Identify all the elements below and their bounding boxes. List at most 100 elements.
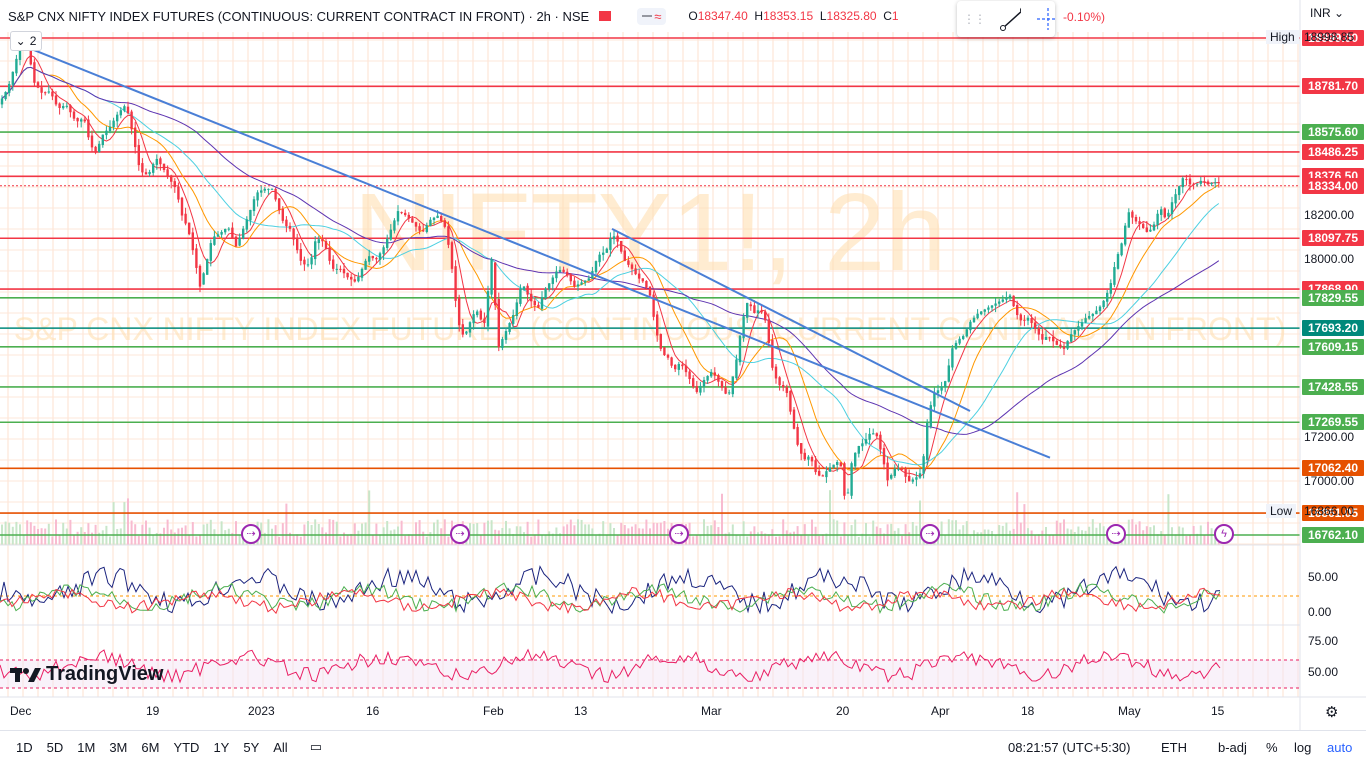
volume-bar: [429, 532, 432, 545]
volume-bar: [908, 532, 911, 545]
currency-selector[interactable]: INR ⌄: [1310, 6, 1344, 20]
session-toggle[interactable]: ETH: [1161, 739, 1187, 755]
range-3m[interactable]: 3M: [109, 739, 128, 755]
range-1d[interactable]: 1D: [16, 739, 33, 755]
candle-body: [234, 236, 238, 247]
volume-bar: [969, 535, 972, 545]
candle-body: [411, 218, 414, 223]
volume-bar: [764, 533, 767, 545]
candle-body: [792, 409, 796, 429]
candle-body: [774, 366, 778, 379]
volume-bar: [555, 527, 558, 545]
volume-bar: [447, 536, 450, 545]
event-marker-icon[interactable]: ⇢: [450, 524, 470, 544]
volume-bar: [407, 534, 410, 545]
volume-bar: [73, 535, 75, 545]
range-ytd[interactable]: YTD: [173, 739, 200, 755]
tradingview-logo[interactable]: TradingView: [10, 663, 163, 686]
volume-bar: [793, 531, 795, 545]
candle-body: [148, 171, 151, 175]
oscillator-axis-label: 75.00: [1308, 634, 1339, 648]
volume-bar: [980, 532, 983, 545]
event-marker-icon[interactable]: ⇢: [241, 524, 261, 544]
candle-body: [990, 305, 994, 308]
candle-body: [648, 286, 652, 296]
indicator-toggle-button[interactable]: ⌄ 2: [10, 31, 42, 51]
candle-body: [897, 468, 900, 470]
volume-bar: [119, 528, 122, 545]
candle-body: [598, 254, 601, 263]
candle-body: [468, 322, 472, 333]
auto-toggle[interactable]: auto: [1327, 739, 1353, 755]
candle-body: [1196, 183, 1199, 185]
price-tag: 17269.55: [1302, 414, 1364, 431]
candle-body: [522, 286, 526, 290]
gear-icon[interactable]: ⚙: [1325, 704, 1339, 721]
candle-body: [425, 225, 428, 232]
bottom-toolbar: 1D 5D 1M 3M 6M YTD 1Y 5Y All ▭ 08:21:57 …: [0, 730, 1366, 763]
price-tag: 18097.75: [1302, 230, 1364, 247]
volume-bar: [440, 528, 443, 545]
volume-bar: [44, 528, 47, 545]
volume-bar: [602, 521, 605, 545]
ohlc-readout: O18347.40 H18353.15 L18325.80 C1: [688, 9, 898, 23]
candle-body: [1214, 182, 1217, 184]
drag-handle-icon[interactable]: ⋮⋮: [963, 12, 986, 26]
candle-body: [976, 313, 979, 319]
candle-body: [616, 235, 619, 242]
volume-bar: [1023, 504, 1026, 545]
volume-bar: [1070, 529, 1073, 545]
volume-bar: [699, 534, 702, 545]
adjust-toggle[interactable]: b-adj: [1218, 739, 1247, 755]
symbol-title[interactable]: S&P CNX NIFTY INDEX FUTURES (CONTINUOUS:…: [8, 8, 590, 24]
low-label: L: [819, 9, 827, 23]
event-marker-icon[interactable]: ⇢: [669, 524, 689, 544]
candle-body: [1116, 254, 1120, 269]
candle-body: [407, 214, 410, 219]
trendline[interactable]: [611, 227, 971, 412]
candle-body: [44, 92, 47, 94]
candle-body: [278, 198, 281, 211]
candle-body: [728, 392, 731, 394]
candle-body: [1008, 295, 1012, 298]
floating-drawing-toolbar[interactable]: ⋮⋮: [957, 1, 1055, 37]
volume-bar: [695, 534, 698, 545]
compare-pill[interactable]: ≈: [637, 7, 667, 25]
crosshair-tool-icon[interactable]: [1033, 4, 1055, 34]
candle-body: [54, 95, 58, 105]
range-5y[interactable]: 5Y: [243, 739, 260, 755]
clock-time[interactable]: 08:21:57 (UTC+5:30): [1008, 739, 1131, 755]
candle-body: [368, 256, 371, 262]
volume-bar: [1030, 530, 1033, 545]
price-axis-label: 18200.00: [1304, 207, 1355, 222]
candle-body: [702, 379, 706, 387]
calendar-icon[interactable]: ▭: [309, 739, 322, 754]
trendline[interactable]: [19, 43, 1051, 459]
volume-bar: [789, 532, 792, 545]
candle-body: [303, 259, 306, 265]
volume-bar: [1181, 527, 1184, 545]
range-all[interactable]: All: [273, 739, 288, 755]
trendline-tool-icon[interactable]: [999, 4, 1021, 34]
candle-body: [868, 433, 871, 440]
event-marker-icon[interactable]: ϟ: [1214, 524, 1234, 544]
candle-body: [764, 311, 767, 321]
range-1m[interactable]: 1M: [77, 739, 96, 755]
candle-body: [555, 271, 558, 279]
price-axis-label: 18000.00: [1304, 251, 1355, 266]
event-marker-icon[interactable]: ⇢: [920, 524, 940, 544]
flag-icon[interactable]: [599, 11, 612, 21]
range-1y[interactable]: 1Y: [213, 739, 230, 755]
candle-body: [1134, 217, 1138, 222]
log-toggle[interactable]: log: [1294, 739, 1312, 755]
volume-bar: [166, 519, 169, 545]
volume-bar: [346, 535, 349, 545]
percent-toggle[interactable]: %: [1266, 739, 1278, 755]
volume-bar: [501, 527, 504, 545]
range-6m[interactable]: 6M: [141, 739, 160, 755]
range-5d[interactable]: 5D: [46, 739, 64, 755]
volume-bar: [112, 502, 115, 545]
event-marker-icon[interactable]: ⇢: [1106, 524, 1126, 544]
candle-body: [152, 163, 155, 173]
